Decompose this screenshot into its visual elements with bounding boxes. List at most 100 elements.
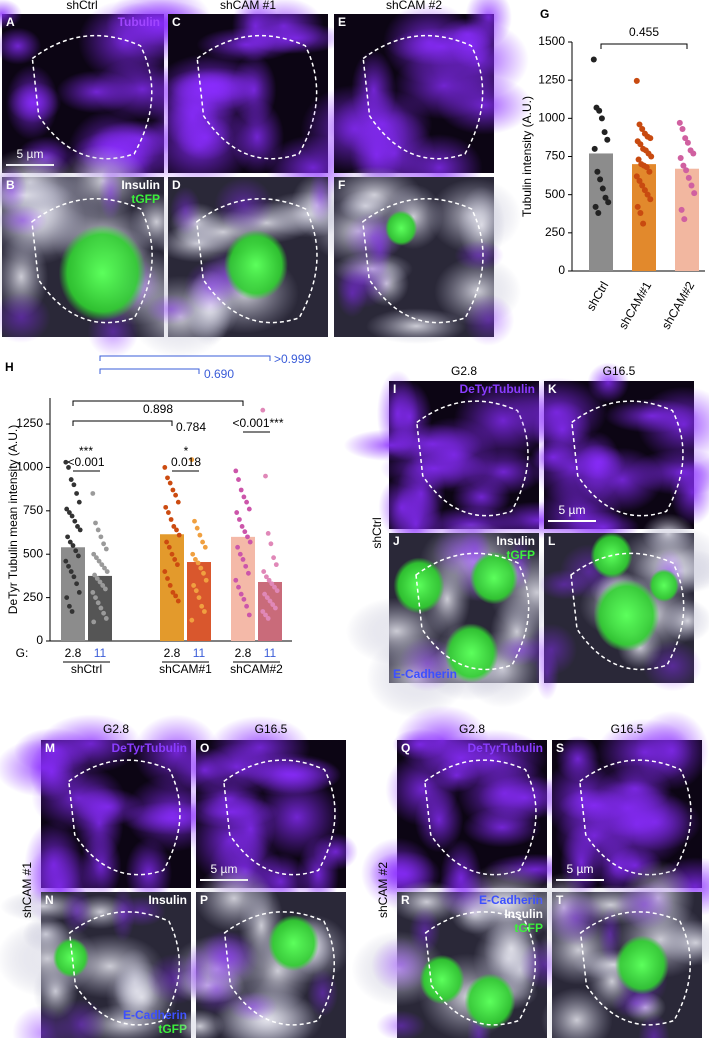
image-texture	[642, 640, 702, 692]
data-point	[176, 532, 182, 538]
data-point	[101, 610, 106, 616]
significance-label: <0.001	[67, 455, 104, 469]
y-axis-label: DeTyr Tubulin mean intensity (A.U.)	[6, 425, 20, 614]
data-point	[636, 121, 643, 128]
gfp-nucleus	[268, 915, 319, 972]
image-texture	[336, 269, 368, 318]
y-tick-label: 0	[558, 263, 565, 277]
data-point	[170, 590, 176, 595]
data-point	[234, 510, 240, 515]
data-point	[637, 209, 644, 216]
data-point	[193, 588, 199, 594]
data-point	[640, 220, 647, 227]
cell-outline	[196, 34, 318, 160]
image-texture	[306, 968, 339, 1018]
data-point	[189, 457, 195, 463]
x-tick-label: 11	[264, 646, 277, 660]
data-point	[595, 209, 602, 216]
data-point	[70, 543, 76, 548]
data-point	[677, 155, 684, 162]
data-point	[99, 562, 105, 568]
data-point	[98, 534, 104, 540]
data-point	[267, 598, 273, 604]
data-point	[598, 115, 605, 122]
panel-letter: H	[5, 360, 14, 374]
y-tick-label: 1000	[538, 111, 565, 125]
data-point	[69, 513, 75, 519]
data-point	[170, 487, 176, 493]
data-point	[69, 609, 75, 614]
gfp-nucleus	[53, 937, 89, 978]
cell-outline	[362, 34, 484, 160]
data-point	[67, 510, 72, 515]
data-point	[189, 617, 195, 623]
panel-letter: F	[338, 178, 345, 192]
image-texture	[0, 292, 51, 344]
data-point	[63, 459, 69, 465]
data-point	[273, 562, 279, 568]
data-point	[198, 565, 204, 571]
data-point	[643, 164, 650, 171]
cell-outline	[362, 198, 484, 324]
image-texture	[420, 735, 502, 781]
data-point	[270, 602, 276, 607]
gfp-nucleus	[649, 569, 679, 602]
image-texture	[194, 864, 274, 932]
panel-letter: I	[393, 382, 396, 396]
image-texture	[116, 896, 166, 927]
data-point	[76, 499, 82, 505]
data-point	[647, 196, 654, 203]
gfp-nucleus	[58, 224, 147, 322]
data-point	[164, 539, 170, 545]
image-texture	[343, 429, 438, 462]
data-point	[685, 174, 692, 181]
row-label: shCtrl	[370, 517, 384, 548]
channel-label: tGFP	[506, 548, 535, 562]
channel-label: E-Cadherin	[393, 667, 457, 681]
data-point	[195, 560, 201, 566]
data-point	[102, 565, 107, 571]
data-point	[74, 491, 79, 496]
channel-label: tGFP	[131, 192, 160, 206]
data-point	[175, 562, 180, 568]
data-point	[601, 129, 608, 136]
channel-label: E-Cadherin	[479, 893, 543, 907]
micrograph: C	[144, 0, 361, 201]
significance-label: <0.001***	[232, 416, 283, 430]
y-tick-label: 1250	[538, 72, 565, 86]
data-point	[644, 191, 651, 198]
cell-outline	[68, 759, 181, 876]
column-header: G2.8	[451, 364, 477, 378]
significance-label: *	[184, 444, 189, 458]
data-point	[681, 216, 688, 223]
micrograph: F	[309, 166, 522, 346]
cell-outline	[31, 198, 153, 324]
column-header: G16.5	[611, 722, 644, 736]
x-tick-label: shCAM#2	[659, 279, 698, 332]
x-tick-label: 2.8	[164, 646, 181, 660]
image-texture	[532, 430, 612, 505]
data-point	[648, 153, 655, 160]
data-point	[91, 619, 97, 625]
image-texture	[125, 837, 173, 908]
data-point	[103, 586, 108, 592]
data-point	[68, 477, 74, 482]
data-point	[634, 203, 641, 210]
data-point	[680, 162, 687, 169]
significance-label: 0.784	[176, 420, 206, 434]
data-point	[633, 77, 640, 84]
data-point	[596, 107, 603, 114]
column-header: G16.5	[603, 364, 636, 378]
image-texture	[525, 623, 578, 676]
data-point	[240, 557, 246, 562]
panel-letter: C	[172, 15, 181, 29]
channel-label: tGFP	[514, 921, 543, 935]
x-tick-label: shCtrl	[584, 279, 612, 313]
channel-label: DeTyrTubulin	[111, 741, 187, 755]
image-texture	[214, 177, 274, 233]
y-tick-label: 1000	[16, 460, 43, 474]
y-tick-label: 250	[23, 590, 43, 604]
data-point	[676, 119, 683, 126]
y-axis-label: Tubulin intensity (A.U.)	[520, 96, 534, 217]
data-point	[237, 551, 243, 557]
